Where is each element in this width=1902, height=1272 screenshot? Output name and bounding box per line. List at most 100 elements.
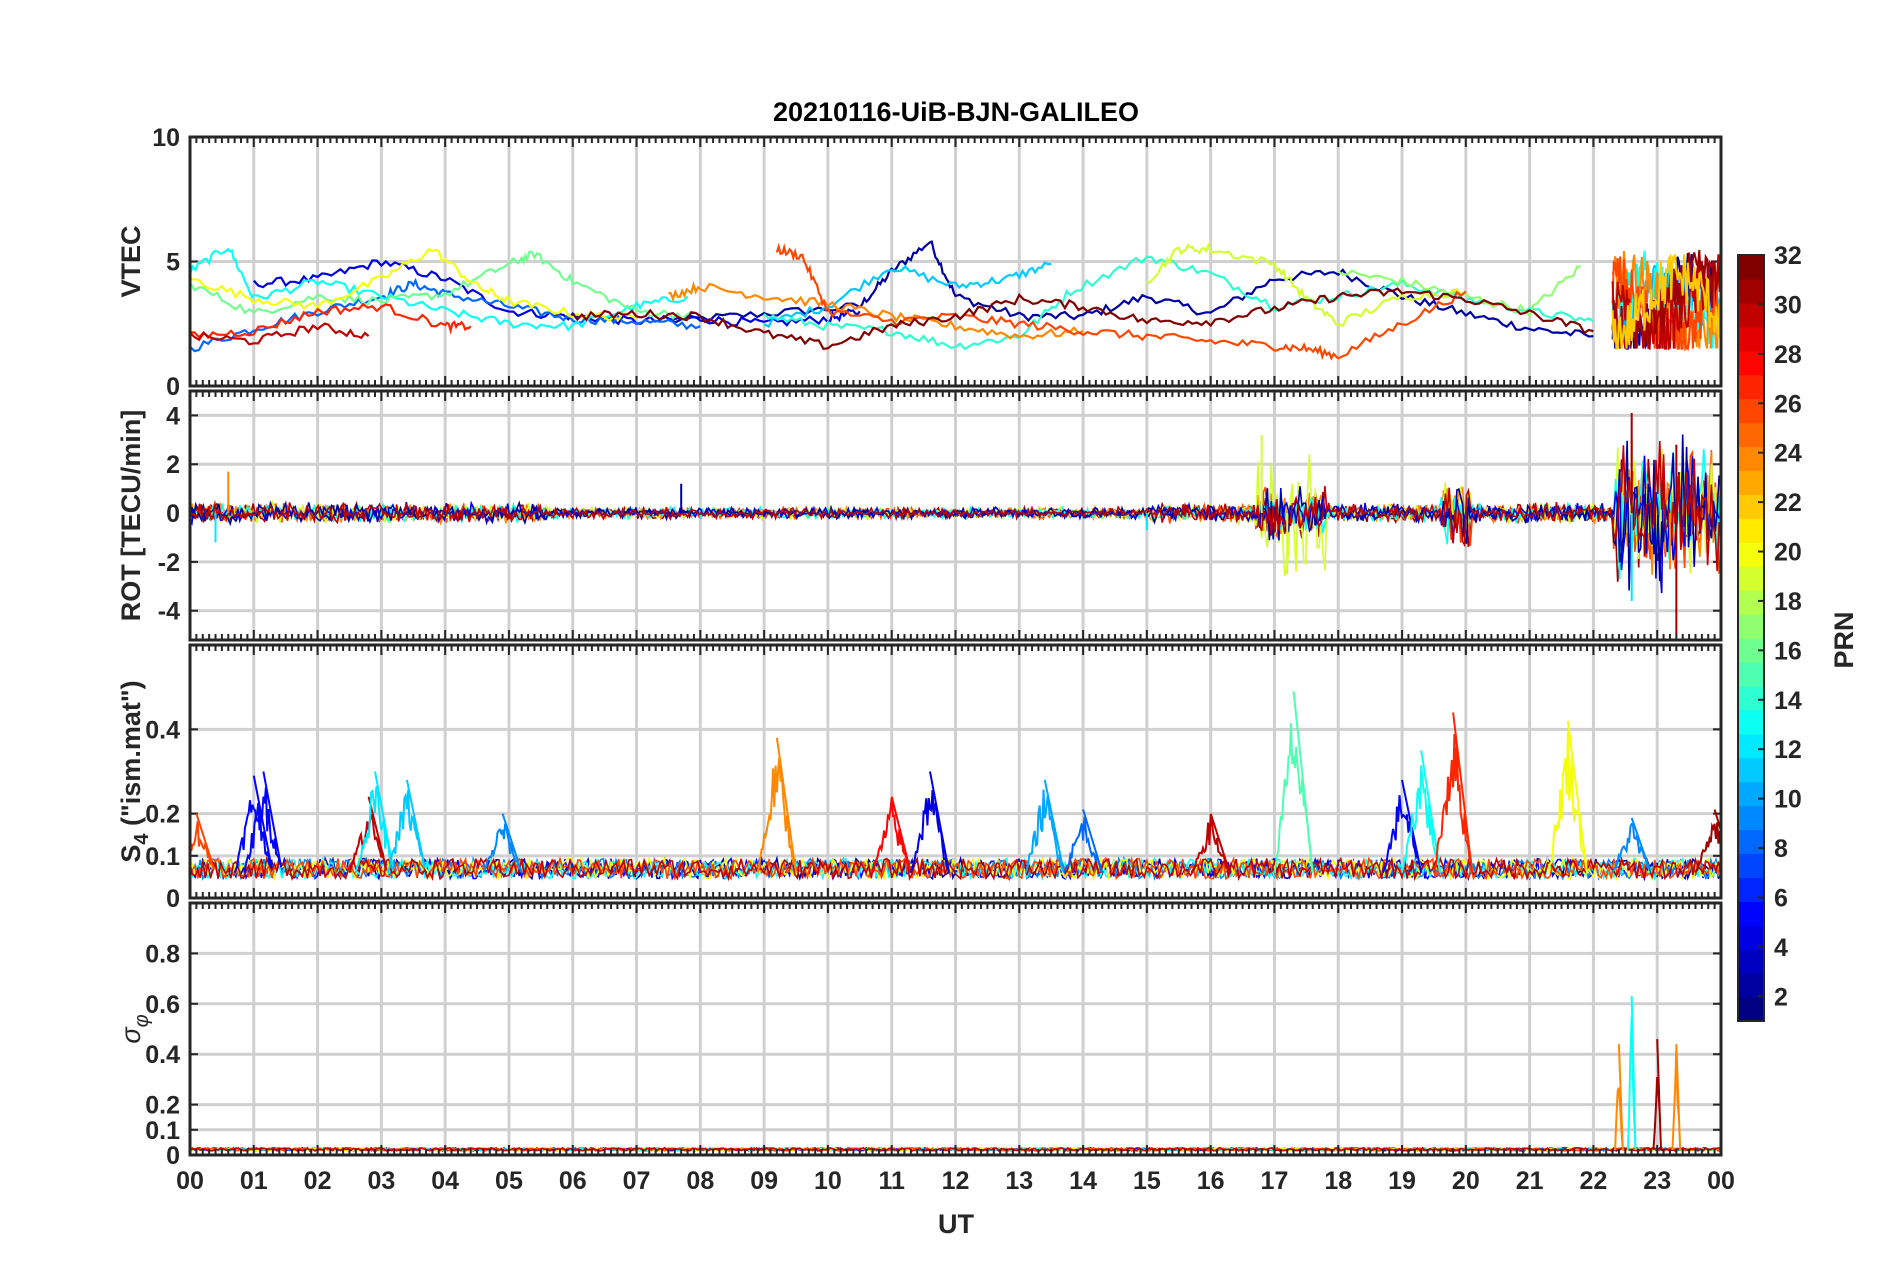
colorbar-tick-label: 14 xyxy=(1774,687,1802,715)
y-tick-label: 0.2 xyxy=(145,1092,180,1120)
y-tick-label: 5 xyxy=(166,249,180,277)
colorbar-swatch xyxy=(1738,781,1764,807)
spike-prn-24 xyxy=(1671,1044,1682,1151)
colorbar-swatch xyxy=(1738,925,1764,950)
y-tick-label: 0.2 xyxy=(145,801,180,829)
panel-4: 00.10.2 0.4 0.6 0.8 σφ xyxy=(116,901,1723,1170)
y-tick-label: 0.4 xyxy=(145,716,180,744)
x-tick-label: 02 xyxy=(304,1167,332,1195)
y-tick-label: 0.8 xyxy=(145,940,180,968)
series-line-burst xyxy=(1611,249,1721,349)
y-tick-label: 0 xyxy=(166,1142,180,1170)
colorbar-tick-label: 22 xyxy=(1774,489,1802,517)
y-axis-label: σφ xyxy=(116,1014,153,1043)
colorbar-swatch xyxy=(1738,614,1764,639)
colorbar-tick-label: 8 xyxy=(1774,835,1788,863)
series-line-prn-32 xyxy=(571,287,1594,350)
colorbar-swatch xyxy=(1738,829,1764,855)
y-tick-label: 0 xyxy=(166,500,180,528)
series-line-prn-20 xyxy=(190,247,638,323)
colorbar-swatch xyxy=(1738,853,1764,878)
series-line-prn-2 xyxy=(668,240,1594,338)
y-axis-label: S4 ("ism.mat") xyxy=(116,680,153,862)
series-line-burst xyxy=(1611,253,1721,350)
colorbar-tick-label: 16 xyxy=(1774,637,1802,665)
y-tick-label: 10 xyxy=(152,124,180,152)
series-line-prn-30 xyxy=(190,855,1721,882)
colorbar-swatch xyxy=(1738,757,1764,783)
spike-prn-28 xyxy=(871,796,912,874)
x-tick-label: 19 xyxy=(1388,1167,1416,1195)
panel-3: 0 0.1 0.2 0.4S4 ("ism.mat") xyxy=(116,643,1723,913)
y-tick-label: 0 xyxy=(166,373,180,401)
colorbar-swatch xyxy=(1738,470,1764,495)
colorbar-tick-label: 6 xyxy=(1774,884,1788,912)
series-line-prn-17 xyxy=(1337,265,1581,318)
data-lines xyxy=(190,691,1721,882)
panel-frame xyxy=(188,901,1723,1157)
x-tick-label: 08 xyxy=(686,1167,714,1195)
spike-prn-5 xyxy=(243,771,283,873)
spike-prn-13 xyxy=(1401,750,1442,873)
x-tick-label: 11 xyxy=(878,1167,905,1195)
chart-title: 20210116-UiB-BJN-GALILEO xyxy=(773,97,1139,127)
series-line-prn-16 xyxy=(190,250,701,321)
colorbar-swatch xyxy=(1738,518,1764,543)
x-tick-label: 03 xyxy=(367,1167,395,1195)
x-tick-label: 14 xyxy=(1069,1167,1097,1195)
x-tick-label: 16 xyxy=(1197,1167,1225,1195)
spike-prn-24 xyxy=(756,737,797,873)
spike-prn-31 xyxy=(1652,1039,1662,1151)
y-tick-label: 0.6 xyxy=(145,991,180,1019)
series-line-prn-30 xyxy=(190,322,370,346)
panel-2: -4 -2 0 2 4 ROT [TECU/min] xyxy=(116,389,1723,642)
spike-prn-15 xyxy=(1273,691,1314,873)
colorbar-swatch xyxy=(1738,566,1764,591)
x-tick-label: 00 xyxy=(176,1167,204,1195)
spike-prn-4 xyxy=(909,771,951,874)
colorbar-swatch xyxy=(1738,446,1764,472)
colorbar-swatch xyxy=(1738,973,1764,998)
x-tick-label: 15 xyxy=(1133,1167,1161,1195)
x-tick-label: 20 xyxy=(1452,1167,1480,1195)
spike-prn-31 xyxy=(1694,809,1721,874)
series-line-prn-19 xyxy=(1146,242,1467,328)
spike-prn-20 xyxy=(1547,720,1588,873)
spike-prn-24 xyxy=(1614,1044,1624,1151)
series-line-prn-27 xyxy=(190,302,472,340)
panel-frame xyxy=(188,643,1723,900)
colorbar-swatch xyxy=(1738,302,1764,328)
x-tick-label: 00 xyxy=(1707,1167,1735,1195)
series-line-prn-8 xyxy=(190,277,701,353)
colorbar-swatch xyxy=(1738,997,1764,1022)
x-tick-label: 09 xyxy=(750,1167,778,1195)
data-lines xyxy=(190,412,1720,636)
x-tick-label: 21 xyxy=(1516,1167,1544,1195)
x-tick-label: 22 xyxy=(1580,1167,1608,1195)
colorbar-tick-label: 30 xyxy=(1774,291,1802,319)
spike-prn-9 xyxy=(1611,817,1652,874)
colorbar-tick-label: 32 xyxy=(1774,242,1802,270)
colorbar-swatch xyxy=(1738,278,1764,304)
y-tick-label: 0.1 xyxy=(145,1117,180,1145)
colorbar-swatch xyxy=(1738,685,1764,711)
colorbar-swatch xyxy=(1738,709,1764,735)
x-tick-label: 23 xyxy=(1643,1167,1671,1195)
x-axis: 00 01 02 03 04 05 06 07 08 09 10 11 12 13 14 15 16 17 18 19… xyxy=(176,1167,1735,1195)
colorbar-swatch xyxy=(1738,326,1764,352)
x-tick-label: 04 xyxy=(431,1167,459,1195)
colorbar-swatch xyxy=(1738,661,1764,687)
series-line-prn-24 xyxy=(668,280,1084,340)
y-axis-label: ROT [TECU/min] xyxy=(116,410,146,621)
y-axis-label: VTEC xyxy=(116,225,146,297)
x-tick-label: 12 xyxy=(942,1167,970,1195)
colorbar-tick-label: 12 xyxy=(1774,736,1802,764)
colorbar-tick-label: 24 xyxy=(1774,440,1802,468)
x-tick-label: 18 xyxy=(1324,1167,1352,1195)
colorbar-tick-label: 10 xyxy=(1774,786,1802,814)
colorbar-tick-label: 4 xyxy=(1774,934,1788,962)
spike-prn-10 xyxy=(1024,779,1065,874)
spike-prn-12 xyxy=(354,771,394,873)
